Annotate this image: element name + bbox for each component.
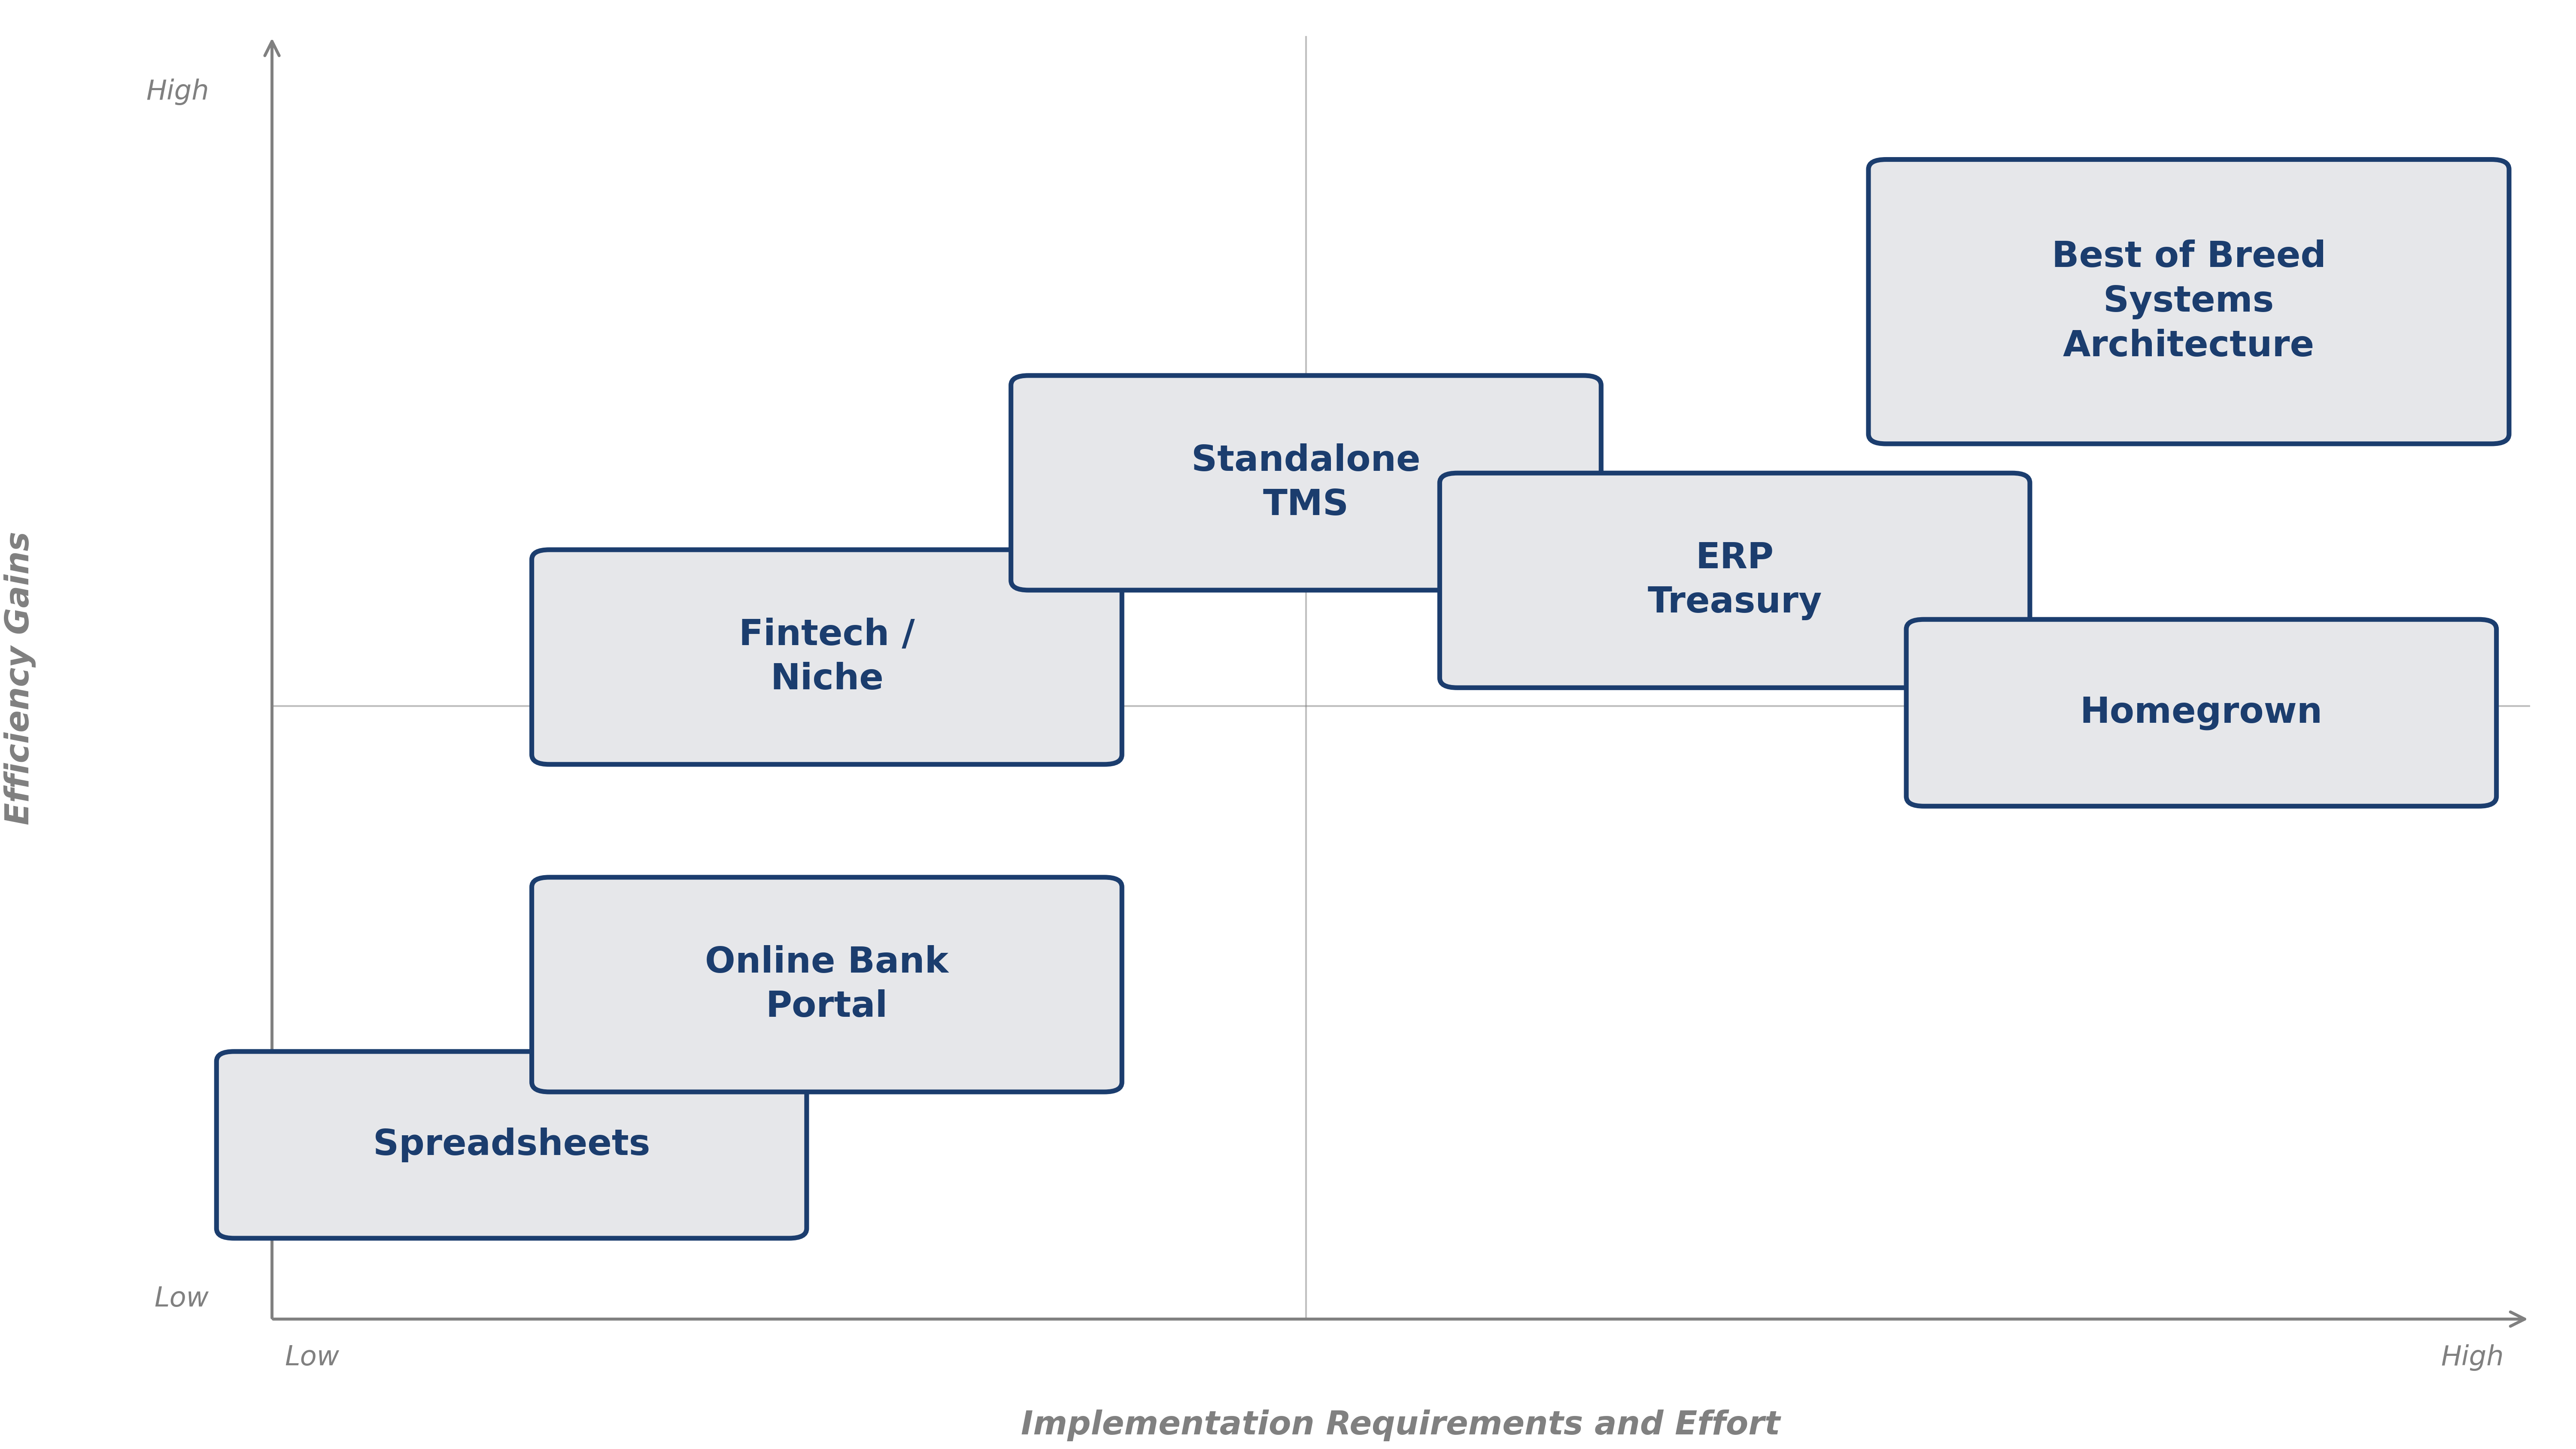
FancyBboxPatch shape [1906, 619, 2496, 806]
FancyBboxPatch shape [531, 877, 1123, 1093]
Text: Implementation Requirements and Effort: Implementation Requirements and Effort [1020, 1410, 1780, 1442]
Text: Standalone
TMS: Standalone TMS [1193, 443, 1419, 523]
Text: Efficiency Gains: Efficiency Gains [3, 532, 36, 824]
Text: Fintech /
Niche: Fintech / Niche [739, 617, 914, 697]
Text: ERP
Treasury: ERP Treasury [1649, 540, 1821, 620]
Text: Online Bank
Portal: Online Bank Portal [706, 945, 948, 1024]
Text: Low: Low [155, 1285, 209, 1313]
Text: Best of Breed
Systems
Architecture: Best of Breed Systems Architecture [2050, 239, 2326, 364]
Text: Homegrown: Homegrown [2079, 696, 2324, 730]
FancyBboxPatch shape [1010, 375, 1602, 590]
Text: Low: Low [283, 1345, 340, 1371]
Text: High: High [147, 78, 209, 106]
Text: High: High [2442, 1345, 2504, 1371]
FancyBboxPatch shape [1868, 159, 2509, 443]
FancyBboxPatch shape [216, 1052, 806, 1239]
Text: Spreadsheets: Spreadsheets [374, 1127, 649, 1162]
FancyBboxPatch shape [531, 549, 1123, 765]
FancyBboxPatch shape [1440, 472, 2030, 688]
